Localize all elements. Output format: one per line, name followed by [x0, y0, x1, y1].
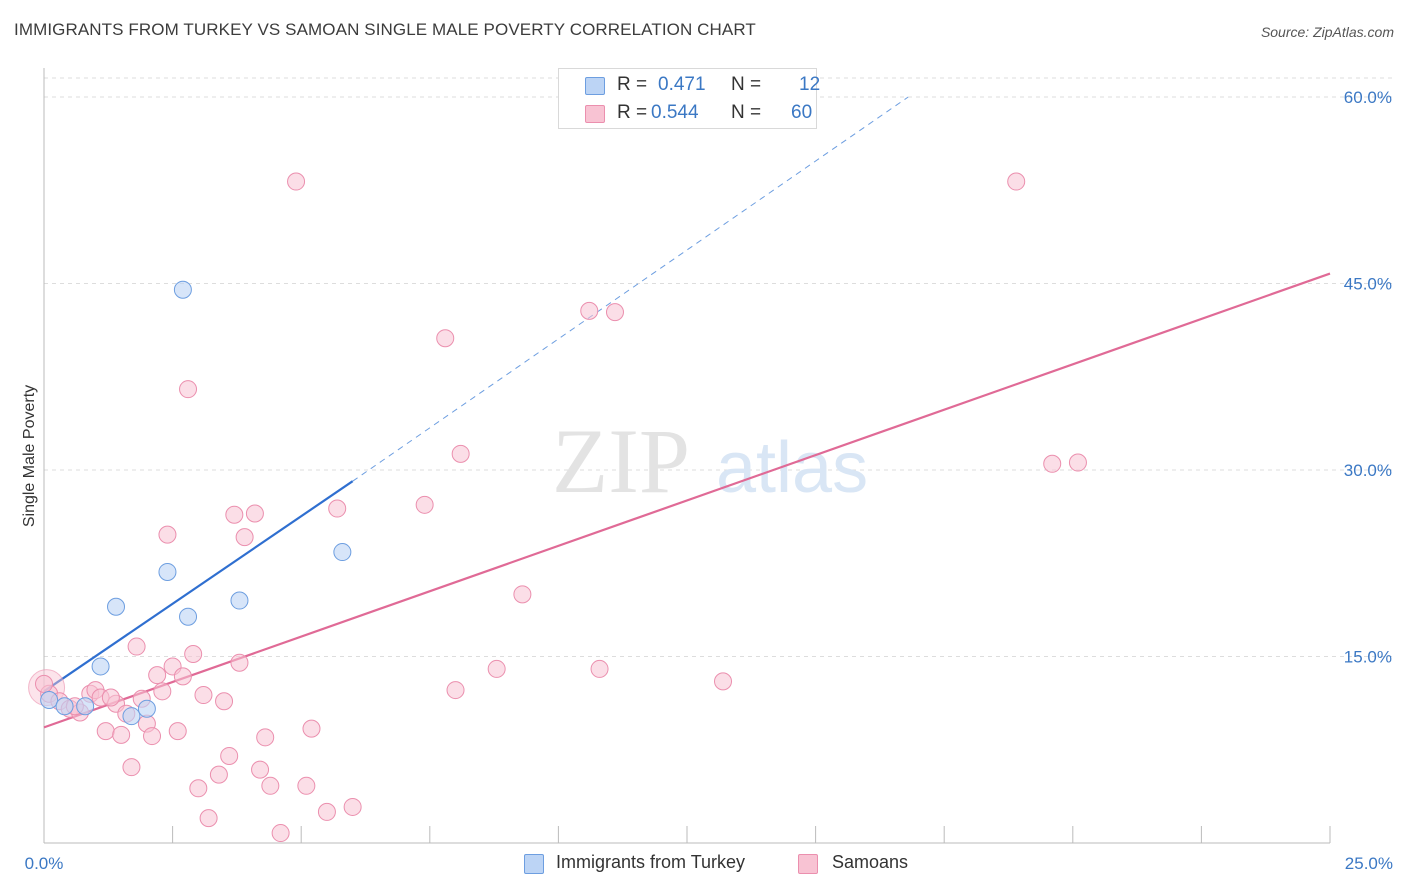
samoans-point [590, 659, 609, 678]
x-tick-label: 0.0% [25, 854, 64, 873]
y-tick-labels: 15.0% 30.0% 45.0% 60.0% [1344, 88, 1392, 667]
samoans-point [235, 528, 254, 547]
turkey-trend-line [43, 480, 354, 693]
y-axis-title: Single Male Poverty [21, 385, 38, 527]
turkey-point [173, 280, 192, 299]
samoans-points [28, 172, 1087, 843]
turkey-point [55, 697, 74, 716]
samoans-point [153, 682, 172, 701]
samoans-point [446, 681, 465, 700]
samoans-point [317, 802, 336, 821]
gridlines [44, 77, 1394, 657]
turkey-trend-extension [352, 96, 909, 482]
samoans-point [343, 797, 362, 816]
samoans-point [189, 779, 208, 798]
samoans-point [143, 727, 162, 746]
samoans-point [101, 688, 120, 707]
samoans-point [184, 645, 203, 664]
n-value: 60 [791, 102, 813, 123]
samoans-point [297, 776, 316, 795]
samoans-point [179, 380, 198, 399]
source-label: Source: ZipAtlas.com [1260, 24, 1394, 40]
turkey-point [40, 691, 59, 710]
samoans-point [173, 667, 192, 686]
samoans-point [96, 722, 115, 741]
legend-label: Samoans [832, 852, 909, 872]
y-tick-label: 60.0% [1344, 88, 1392, 107]
samoans-point [714, 672, 733, 691]
samoans-point [261, 776, 280, 795]
samoans-point [251, 760, 270, 779]
x-tick-label: 25.0% [1345, 854, 1393, 873]
samoans-point [328, 499, 347, 518]
n-value: 12 [799, 74, 821, 95]
samoans-point [148, 666, 167, 685]
samoans-point [158, 525, 177, 544]
samoans-point [122, 758, 141, 777]
samoans-point [199, 809, 218, 828]
r-label: R = [617, 102, 648, 123]
samoans-point [436, 329, 455, 348]
legend-label: Immigrants from Turkey [556, 852, 746, 872]
turkey-point [137, 699, 156, 718]
samoans-point [168, 722, 187, 741]
samoans-point [580, 301, 599, 320]
samoans-point [209, 765, 228, 784]
samoans-point [287, 172, 306, 191]
samoans-point [127, 637, 146, 656]
n-label: N = [731, 102, 762, 123]
samoans-point [1068, 453, 1087, 472]
samoans-point [513, 585, 532, 604]
samoans-point [271, 824, 290, 843]
turkey-swatch [585, 77, 605, 95]
y-tick-label: 30.0% [1344, 461, 1392, 480]
turkey-point [333, 543, 352, 562]
x-tick-labels: 0.0% 25.0% [25, 854, 1393, 873]
turkey-point [107, 597, 126, 616]
axes [43, 68, 1331, 844]
samoans-point [256, 728, 275, 747]
turkey-point [122, 707, 141, 726]
watermark-zip: ZIP [552, 410, 690, 512]
turkey-point [91, 657, 110, 676]
samoans-point [112, 725, 131, 744]
samoans-point [451, 444, 470, 463]
samoans-trend-line [43, 272, 1331, 729]
turkey-swatch [524, 854, 544, 874]
samoans-point [215, 692, 234, 711]
samoans-swatch [798, 854, 818, 874]
samoans-point [487, 659, 506, 678]
samoans-point [415, 495, 434, 514]
turkey-point [230, 591, 249, 610]
turkey-point [76, 697, 95, 716]
samoans-point [194, 686, 213, 705]
y-tick-label: 15.0% [1344, 648, 1392, 667]
chart-title: IMMIGRANTS FROM TURKEY VS SAMOAN SINGLE … [14, 20, 756, 39]
correlation-legend: R = 0.471 N = 12 R = 0.544 N = 60 [558, 68, 821, 129]
r-value: 0.544 [651, 102, 699, 123]
turkey-trend [43, 96, 909, 693]
samoans-point [1043, 454, 1062, 473]
watermark: ZIP atlas [552, 410, 868, 512]
samoans-point [1007, 172, 1026, 191]
samoans-swatch [585, 105, 605, 123]
samoans-trend [43, 272, 1331, 729]
turkey-point [179, 607, 198, 626]
turkey-points [40, 280, 352, 726]
samoans-point [302, 719, 321, 738]
n-label: N = [731, 74, 762, 95]
watermark-atlas: atlas [716, 428, 868, 508]
r-value: 0.471 [658, 74, 706, 95]
y-tick-label: 45.0% [1344, 275, 1392, 294]
samoans-point [220, 746, 239, 765]
samoans-point [35, 674, 53, 693]
samoans-point [605, 303, 624, 322]
samoans-point [245, 504, 264, 523]
turkey-point [158, 562, 177, 581]
samoans-point [230, 653, 249, 672]
samoans-point [225, 505, 244, 524]
r-label: R = [617, 74, 648, 95]
